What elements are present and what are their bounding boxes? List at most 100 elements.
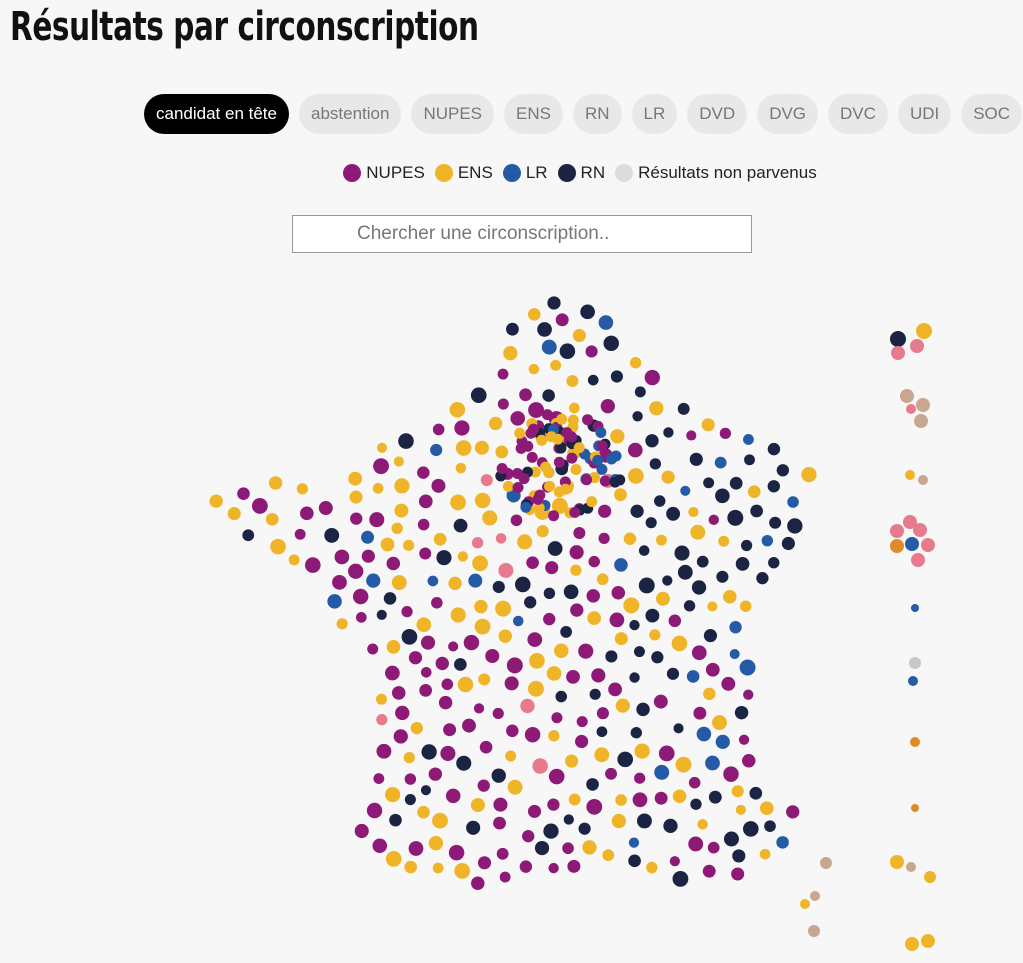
constituency-dot[interactable] xyxy=(462,718,476,733)
constituency-dot[interactable] xyxy=(324,527,340,543)
constituency-dot[interactable] xyxy=(463,634,480,651)
constituency-dot[interactable] xyxy=(385,786,401,803)
constituency-dot[interactable] xyxy=(599,475,611,487)
constituency-dot[interactable] xyxy=(732,849,746,863)
constituency-dot[interactable] xyxy=(480,474,493,487)
constituency-dot[interactable] xyxy=(916,323,932,339)
constituency-dot[interactable] xyxy=(911,804,919,812)
constituency-dot[interactable] xyxy=(632,792,648,808)
constituency-dot[interactable] xyxy=(545,431,557,443)
constituency-dot[interactable] xyxy=(689,452,703,466)
constituency-dot[interactable] xyxy=(403,539,415,551)
constituency-dot[interactable] xyxy=(404,794,416,806)
constituency-dot[interactable] xyxy=(488,416,503,431)
constituency-dot[interactable] xyxy=(673,723,684,734)
constituency-dot[interactable] xyxy=(420,785,431,796)
constituency-dot[interactable] xyxy=(735,804,746,815)
constituency-dot[interactable] xyxy=(421,744,437,760)
constituency-dot[interactable] xyxy=(548,510,560,522)
constituency-dot[interactable] xyxy=(582,840,597,855)
constituency-dot[interactable] xyxy=(918,475,928,485)
constituency-dot[interactable] xyxy=(696,726,712,742)
constituency-dot[interactable] xyxy=(336,618,348,630)
constituency-dot[interactable] xyxy=(666,667,680,680)
constituency-dot[interactable] xyxy=(602,849,615,862)
constituency-dot[interactable] xyxy=(455,440,472,456)
constituency-dot[interactable] xyxy=(905,470,915,480)
constituency-dot[interactable] xyxy=(697,819,708,830)
constituency-dot[interactable] xyxy=(742,753,756,768)
constituency-dot[interactable] xyxy=(474,618,491,635)
constituency-dot[interactable] xyxy=(702,864,716,878)
constituency-dot[interactable] xyxy=(568,793,581,806)
constituency-dot[interactable] xyxy=(372,482,384,494)
constituency-dot[interactable] xyxy=(634,743,650,759)
constituency-dot[interactable] xyxy=(536,525,549,538)
constituency-dot[interactable] xyxy=(723,589,737,604)
constituency-dot[interactable] xyxy=(729,649,740,660)
constituency-dot[interactable] xyxy=(419,547,432,560)
constituency-dot[interactable] xyxy=(543,587,556,600)
constituency-dot[interactable] xyxy=(504,676,519,691)
constituency-dot[interactable] xyxy=(705,662,720,677)
constituency-dot[interactable] xyxy=(299,506,314,521)
constituency-dot[interactable] xyxy=(251,498,268,514)
constituency-dot[interactable] xyxy=(721,676,736,691)
constituency-dot[interactable] xyxy=(603,335,619,352)
constituency-dot[interactable] xyxy=(691,645,707,661)
constituency-dot[interactable] xyxy=(715,488,730,504)
constituency-dot[interactable] xyxy=(680,485,691,496)
constituency-dot[interactable] xyxy=(497,368,509,380)
tab-dvc[interactable]: DVC xyxy=(828,94,888,134)
constituency-dot[interactable] xyxy=(431,478,446,493)
constituency-dot[interactable] xyxy=(634,386,646,398)
constituency-dot[interactable] xyxy=(723,766,739,782)
constituency-dot[interactable] xyxy=(573,442,585,454)
constituency-dot[interactable] xyxy=(576,716,588,728)
constituency-dot[interactable] xyxy=(610,429,625,444)
constituency-dot[interactable] xyxy=(466,820,481,835)
constituency-dot[interactable] xyxy=(495,445,509,459)
constituency-dot[interactable] xyxy=(768,557,780,569)
constituency-dot[interactable] xyxy=(674,545,690,561)
constituency-dot[interactable] xyxy=(688,506,699,518)
constituency-dot[interactable] xyxy=(448,576,462,591)
constituency-dot[interactable] xyxy=(569,545,584,560)
constituency-dot[interactable] xyxy=(428,767,443,781)
constituency-dot[interactable] xyxy=(598,504,612,518)
constituency-dot[interactable] xyxy=(908,676,918,686)
constituency-dot[interactable] xyxy=(617,751,634,768)
constituency-dot[interactable] xyxy=(596,707,609,720)
constituency-dot[interactable] xyxy=(498,562,514,578)
constituency-dot[interactable] xyxy=(701,418,715,432)
constituency-dot[interactable] xyxy=(661,470,675,484)
constituency-dot[interactable] xyxy=(645,434,659,448)
constituency-dot[interactable] xyxy=(354,823,369,839)
constituency-dot[interactable] xyxy=(427,575,439,587)
constituency-dot[interactable] xyxy=(820,857,832,869)
constituency-dot[interactable] xyxy=(688,836,704,852)
constituency-dot[interactable] xyxy=(485,648,500,664)
constituency-dot[interactable] xyxy=(916,398,930,412)
constituency-dot[interactable] xyxy=(548,862,559,874)
constituency-dot[interactable] xyxy=(420,666,432,678)
constituency-dot[interactable] xyxy=(905,537,919,551)
constituency-dot[interactable] xyxy=(456,755,472,771)
constituency-dot[interactable] xyxy=(651,651,664,664)
constituency-dot[interactable] xyxy=(623,532,637,546)
constituency-dot[interactable] xyxy=(654,791,668,805)
constituency-dot[interactable] xyxy=(556,413,568,425)
constituency-dot[interactable] xyxy=(739,600,752,612)
constituency-dot[interactable] xyxy=(544,480,556,492)
constituency-dot[interactable] xyxy=(747,485,761,499)
constituency-dot[interactable] xyxy=(691,580,707,595)
constituency-dot[interactable] xyxy=(376,609,387,620)
constituency-dot[interactable] xyxy=(743,434,754,445)
constituency-dot[interactable] xyxy=(482,510,498,526)
constituency-dot[interactable] xyxy=(432,812,448,829)
constituency-dot[interactable] xyxy=(529,652,545,669)
constituency-dot[interactable] xyxy=(911,604,919,612)
constituency-dot[interactable] xyxy=(645,608,660,623)
constituency-dot[interactable] xyxy=(750,504,763,518)
constituency-dot[interactable] xyxy=(450,607,466,623)
